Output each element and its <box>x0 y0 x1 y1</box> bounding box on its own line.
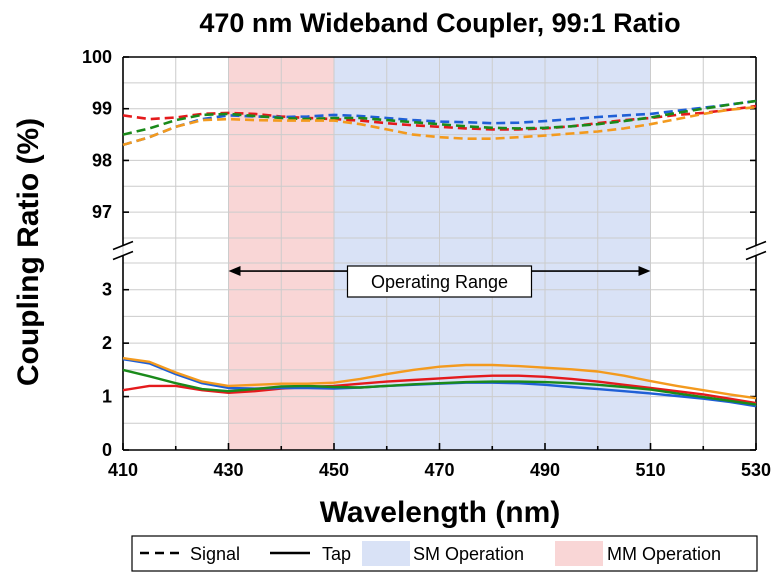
tap-line-1 <box>122 374 757 405</box>
tap-line-4 <box>122 356 757 400</box>
y-tick-label-upper: 97 <box>92 202 112 222</box>
tick-labels: 410 430 450 470 490 510 530 97 98 99 100 0 1 2 3 <box>82 47 771 480</box>
y-tick-label-upper: 99 <box>92 99 112 119</box>
y-tick-label-lower: 3 <box>102 280 112 300</box>
y-tick-label-upper: 100 <box>82 47 112 67</box>
axis-break-mark <box>112 240 134 251</box>
x-tick-label: 430 <box>213 460 243 480</box>
legend-box <box>131 535 758 572</box>
axis-break-mark <box>112 250 134 261</box>
signal-line-1 <box>122 104 757 131</box>
legend-swatch-mm-operation <box>555 541 603 566</box>
y-tick-label-upper: 98 <box>92 150 112 170</box>
y-tick-label-lower: 0 <box>102 440 112 460</box>
legend-label-sm-operation: SM Operation <box>413 544 524 564</box>
legend-label-mm-operation: MM Operation <box>607 544 721 564</box>
series-lines <box>122 99 757 408</box>
x-tick-label: 490 <box>530 460 560 480</box>
x-tick-label: 410 <box>108 460 138 480</box>
tap-line-3 <box>122 368 757 406</box>
chart-title: 470 nm Wideband Coupler, 99:1 Ratio <box>199 8 680 38</box>
x-tick-label: 470 <box>424 460 454 480</box>
x-tick-label: 450 <box>319 460 349 480</box>
axis-break-mark <box>745 240 767 251</box>
annotation-box <box>346 265 533 298</box>
plot-frame <box>112 56 767 451</box>
y-axis-title: Coupling Ratio (%) <box>12 118 45 386</box>
y-tick-label-lower: 2 <box>102 333 112 353</box>
grid-lines <box>122 56 757 451</box>
y-tick-label-lower: 1 <box>102 387 112 407</box>
legend-swatch-sm-operation <box>362 541 410 566</box>
x-tick-label: 530 <box>741 460 771 480</box>
legend: Signal Tap SM Operation MM Operation <box>131 535 758 572</box>
axis-break-mark <box>745 250 767 261</box>
annotation-label: Operating Range <box>371 272 508 292</box>
range-arrow-head-right <box>638 266 651 277</box>
range-arrow-head-left <box>228 266 241 277</box>
legend-label-tap: Tap <box>322 544 351 564</box>
signal-line-2 <box>122 99 757 147</box>
operating-range-annotation: Operating Range <box>228 265 651 298</box>
signal-line-4 <box>122 105 757 147</box>
legend-label-signal: Signal <box>190 544 240 564</box>
x-axis-title: Wavelength (nm) <box>320 496 561 529</box>
x-tick-label: 510 <box>635 460 665 480</box>
